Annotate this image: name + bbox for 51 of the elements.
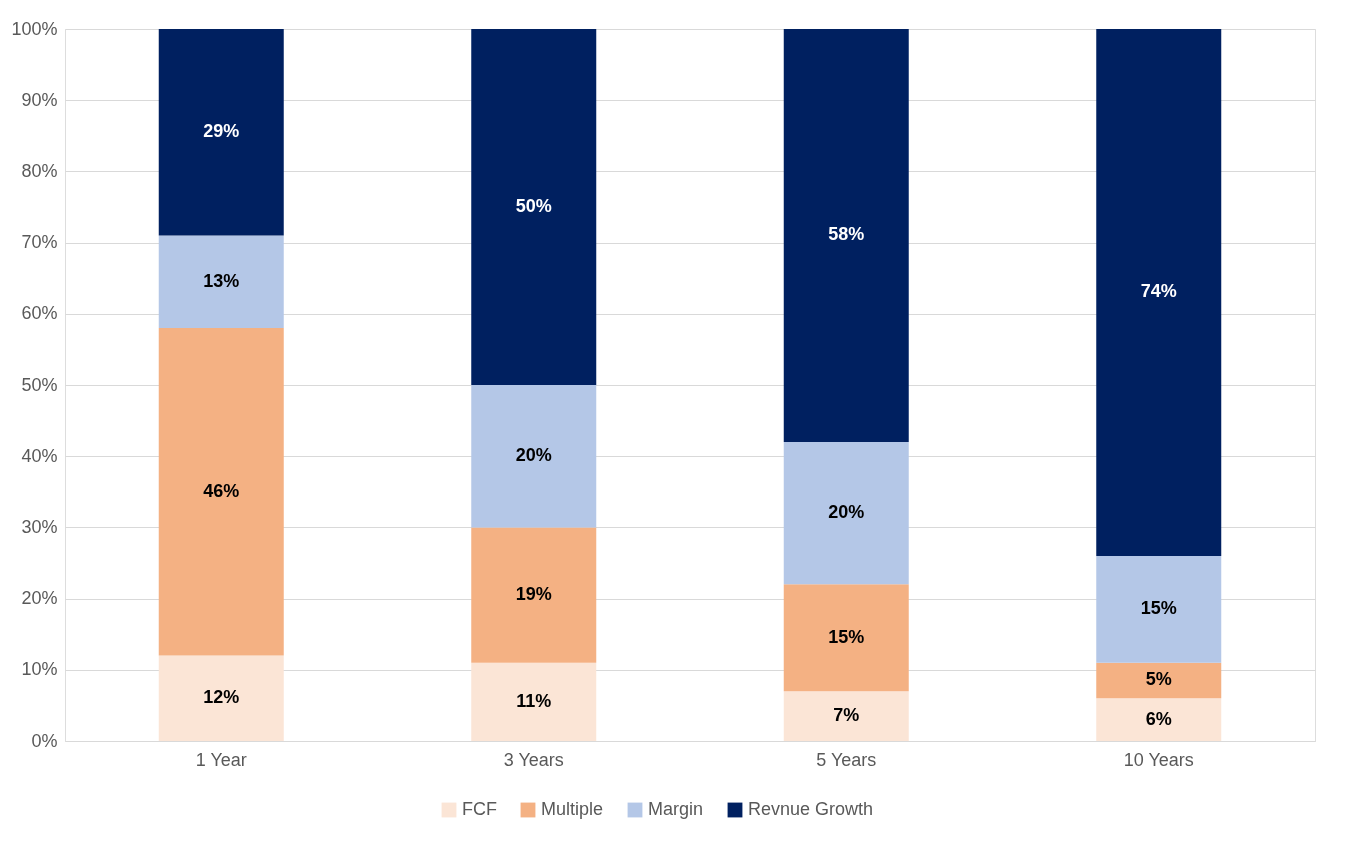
data-label: 29%	[203, 121, 240, 142]
data-label: 46%	[203, 480, 240, 501]
legend-label: Multiple	[541, 799, 604, 819]
y-tick-label: 40%	[21, 445, 58, 466]
legend-label: Margin	[648, 799, 704, 819]
data-label: 13%	[203, 270, 240, 291]
data-label: 74%	[1140, 281, 1177, 302]
y-tick-label: 20%	[21, 588, 58, 609]
bar	[158, 655, 284, 741]
y-tick-label: 60%	[21, 303, 58, 324]
bar	[471, 29, 597, 385]
bar	[783, 441, 909, 585]
y-tick-label: 90%	[21, 89, 58, 110]
data-label: 19%	[515, 584, 552, 605]
bar	[1096, 555, 1222, 663]
y-tick-label: 70%	[21, 232, 58, 253]
bar	[158, 29, 284, 236]
y-tick-label: 50%	[21, 374, 58, 395]
data-label: 50%	[515, 196, 552, 216]
data-label: 11%	[516, 690, 552, 711]
x-tick-label: 5 Years	[816, 749, 877, 770]
y-tick-label: 80%	[21, 160, 58, 181]
bar	[783, 29, 909, 442]
bar	[471, 662, 597, 741]
data-label: 5%	[1145, 669, 1172, 690]
data-label: 15%	[1140, 598, 1177, 619]
y-tick-label: 0%	[31, 730, 58, 751]
data-label: 58%	[828, 224, 865, 245]
data-label: 15%	[828, 626, 865, 647]
data-label: 12%	[203, 687, 240, 708]
bar	[1096, 662, 1222, 699]
bar	[783, 584, 909, 692]
data-label: 20%	[828, 502, 865, 523]
y-tick-label: 10%	[21, 659, 58, 680]
bar	[158, 235, 284, 329]
bar	[471, 527, 597, 663]
legend-label: FCF	[462, 799, 497, 819]
bar	[1096, 698, 1222, 741]
bar	[1096, 29, 1222, 556]
data-label: 7%	[833, 705, 860, 726]
legend-label: Revnue Growth	[748, 799, 874, 819]
x-tick-label: 1 Year	[195, 749, 247, 770]
data-label: 20%	[515, 445, 552, 466]
bar	[471, 385, 597, 528]
bar	[158, 328, 284, 656]
x-tick-label: 3 Years	[503, 749, 564, 770]
y-tick-label: 100%	[11, 18, 58, 39]
bar	[783, 691, 909, 741]
y-tick-label: 30%	[21, 516, 58, 537]
data-label: 6%	[1145, 708, 1172, 729]
x-tick-label: 10 Years	[1123, 749, 1194, 770]
